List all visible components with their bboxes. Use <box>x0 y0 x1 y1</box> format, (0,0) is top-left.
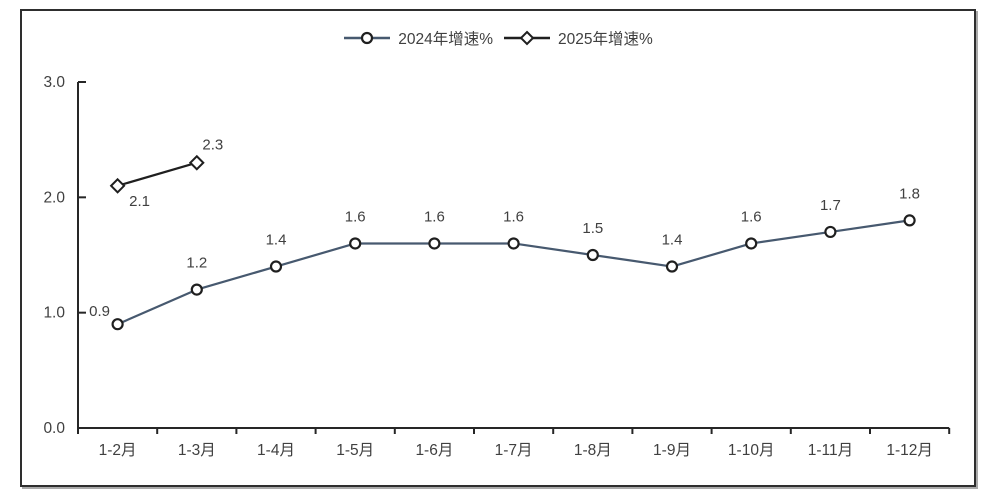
data-label: 1.2 <box>186 255 207 272</box>
data-label: 1.7 <box>820 197 841 214</box>
legend-label-2024: 2024年增速% <box>398 31 493 48</box>
data-point-marker <box>903 214 916 227</box>
data-label: 1.4 <box>266 232 287 249</box>
legend-marker-diamond-icon <box>504 30 550 46</box>
data-point-marker <box>665 260 679 273</box>
data-point-marker <box>269 260 283 273</box>
data-label: 2.3 <box>202 137 223 154</box>
x-category-label: 1-10月 <box>728 442 775 459</box>
x-category-label: 1-11月 <box>808 442 853 459</box>
data-label: 2.1 <box>129 193 150 210</box>
data-label: 1.6 <box>503 208 524 225</box>
x-category-label: 1-5月 <box>336 442 374 459</box>
data-label: 0.9 <box>89 303 110 320</box>
data-label: 1.6 <box>424 208 445 225</box>
x-category-label: 1-9月 <box>653 442 691 459</box>
chart-frame: 2024年增速% 2025年增速% 0.0 1.0 2.0 3.0 1-2月 1-3月 1-… <box>20 9 976 487</box>
data-point-marker <box>507 237 520 250</box>
data-point-marker <box>109 177 126 194</box>
y-tick-label: 3.0 <box>43 74 65 91</box>
data-point-marker <box>188 154 205 171</box>
x-category-label: 1-2月 <box>99 442 137 459</box>
data-point-marker <box>824 225 837 239</box>
x-category-label: 1-4月 <box>257 442 295 459</box>
data-point-marker <box>190 283 203 296</box>
data-point-marker <box>349 237 362 250</box>
x-category-label: 1-7月 <box>495 442 533 459</box>
data-label: 1.6 <box>741 208 762 225</box>
legend-item-2024: 2024年增速% <box>343 27 493 49</box>
data-label: 1.6 <box>345 208 366 225</box>
y-tick-label: 1.0 <box>43 305 65 322</box>
data-point-marker <box>586 248 599 262</box>
x-category-label: 1-8月 <box>574 442 612 459</box>
legend: 2024年增速% 2025年增速% <box>22 27 974 49</box>
y-tick-label: 2.0 <box>43 189 65 206</box>
data-point-marker <box>111 318 124 331</box>
data-label: 1.5 <box>582 220 603 237</box>
legend-item-2025: 2025年增速% <box>503 27 653 49</box>
x-category-label: 1-6月 <box>415 442 453 459</box>
x-category-label: 1-3月 <box>178 442 216 459</box>
plot-area: 0.0 1.0 2.0 3.0 1-2月 1-3月 1-4月 1-5月 1-6月 1-7月 1-8月… <box>43 74 951 459</box>
data-label: 1.8 <box>899 185 920 202</box>
series-line-2025年增速% <box>117 161 198 187</box>
data-point-marker <box>745 237 758 250</box>
legend-label-2025: 2025年增速% <box>558 31 653 48</box>
x-category-label: 1-12月 <box>886 442 933 459</box>
series-line-2024年增速% <box>117 219 910 326</box>
data-point-marker <box>428 237 441 250</box>
data-label: 1.4 <box>662 232 683 249</box>
legend-marker-circle-icon <box>344 31 391 45</box>
y-tick-label: 0.0 <box>43 420 65 437</box>
